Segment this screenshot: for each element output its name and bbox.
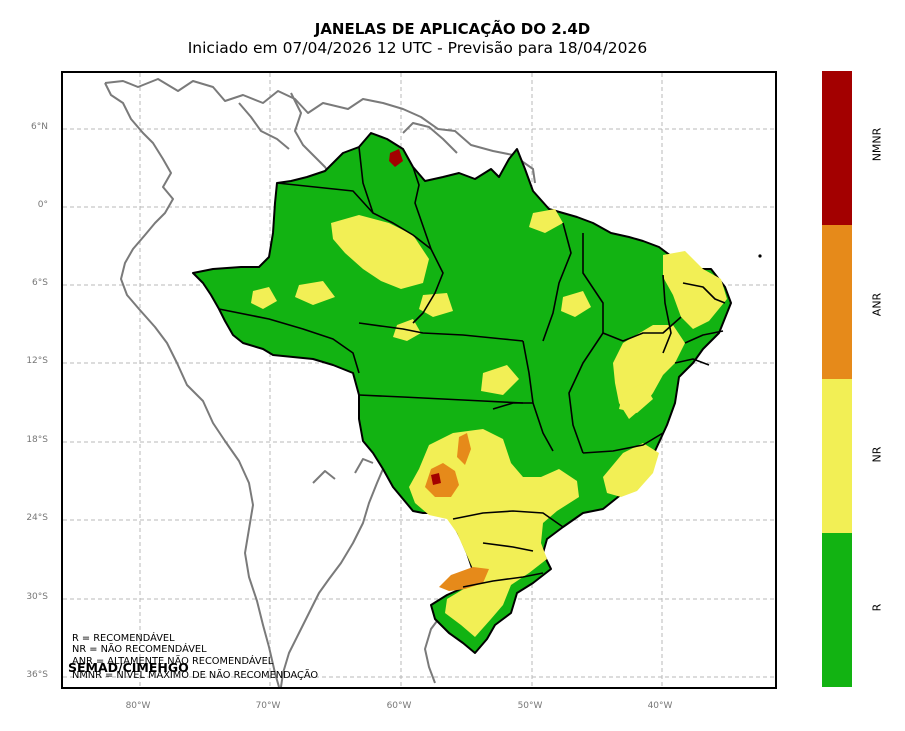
colorbar-segment-anr xyxy=(822,225,852,379)
lat-tick-label: 24°S xyxy=(26,513,48,523)
map-panel xyxy=(61,71,777,689)
lat-tick-label: 12°S xyxy=(26,356,48,366)
brazil-region-recommended xyxy=(192,132,732,654)
lon-tick-label: 60°W xyxy=(386,701,412,711)
legend-line-nr: NR = NÃO RECOMENDÁVEL xyxy=(72,644,207,655)
island-marker xyxy=(758,254,762,258)
colorbar xyxy=(822,71,852,687)
map-svg xyxy=(63,73,775,687)
lon-tick-label: 70°W xyxy=(255,701,281,711)
lat-tick-label: 0° xyxy=(37,200,48,210)
colorbar-label-r: R xyxy=(870,603,884,612)
colorbar-segment-nmnr xyxy=(822,71,852,225)
colorbar-label-nmnr: NMNR xyxy=(870,127,884,162)
lat-tick-label: 36°S xyxy=(26,670,48,680)
map-subtitle: Iniciado em 07/04/2026 12 UTC - Previsão… xyxy=(187,39,648,57)
colorbar-label-nr: NR xyxy=(870,446,884,463)
lat-tick-label: 30°S xyxy=(26,592,48,602)
lat-tick-label: 6°N xyxy=(31,122,48,132)
map-title: JANELAS DE APLICAÇÃO DO 2.4D xyxy=(314,20,591,38)
lon-tick-label: 80°W xyxy=(125,701,151,711)
legend-line-anr: ANR = ALTAMENTE NÃO RECOMENDÁVEL xyxy=(72,656,274,667)
legend-line-r: R = RECOMENDÁVEL xyxy=(72,633,175,644)
state-boundaries xyxy=(218,146,726,588)
colorbar-segment-r xyxy=(822,533,852,687)
colorbar-segment-nr xyxy=(822,379,852,533)
credit-label: SEMAD/CIMEHGO xyxy=(68,660,189,675)
lon-tick-label: 50°W xyxy=(517,701,543,711)
legend-line-nmnr: NMNR = NÍVEL MÁXIMO DE NÃO RECOMENDAÇÃO xyxy=(72,670,319,681)
brazil-region-maximum-not-recommended xyxy=(389,149,441,485)
lon-tick-label: 40°W xyxy=(647,701,673,711)
lat-tick-label: 6°S xyxy=(32,278,48,288)
colorbar-label-anr: ANR xyxy=(870,292,884,317)
lat-tick-label: 18°S xyxy=(26,435,48,445)
